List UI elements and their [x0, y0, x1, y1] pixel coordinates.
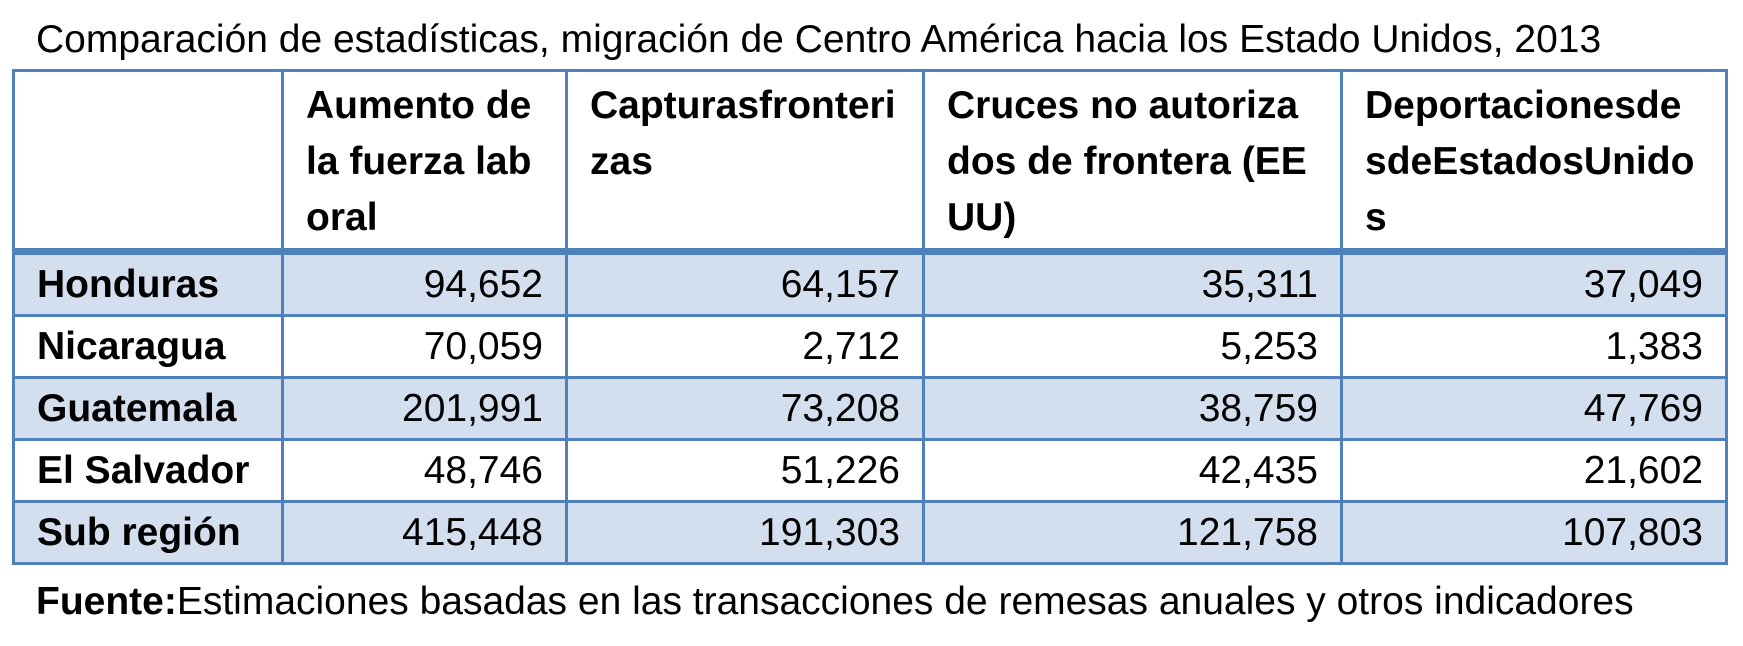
cell-value: 37,049: [1340, 250, 1728, 317]
cell-value: 47,769: [1340, 376, 1728, 441]
table-row-guatemala: Guatemala 201,991 73,208 38,759 47,769: [12, 376, 1728, 441]
source-label: Fuente:: [36, 580, 177, 623]
cell-value: 107,803: [1340, 500, 1728, 565]
cell-value: 201,991: [281, 376, 568, 441]
corner-cell: [12, 69, 284, 255]
cell-value: 94,652: [281, 250, 568, 317]
cell-value: 42,435: [922, 438, 1343, 503]
cell-value: 121,758: [922, 500, 1343, 565]
table-row-nicaragua: Nicaragua 70,059 2,712 5,253 1,383: [12, 314, 1728, 379]
source-text: Estimaciones basadas en las transaccione…: [176, 580, 1634, 623]
column-header-unauthorized-crossings: Cruces no autorizados de frontera (EEUU): [922, 69, 1343, 255]
source-note: Fuente:Estimaciones basadas en las trans…: [36, 578, 1736, 626]
table-title: Comparación de estadísticas, migración d…: [36, 18, 1602, 61]
cell-value: 38,759: [922, 376, 1343, 441]
cell-value: 64,157: [565, 250, 925, 317]
row-label: Nicaragua: [12, 314, 284, 379]
column-header-labor-force: Aumento de la fuerza laboral: [281, 69, 568, 255]
cell-value: 35,311: [922, 250, 1343, 317]
cell-value: 191,303: [565, 500, 925, 565]
cell-value: 51,226: [565, 438, 925, 503]
table-row-el-salvador: El Salvador 48,746 51,226 42,435 21,602: [12, 438, 1728, 503]
cell-value: 48,746: [281, 438, 568, 503]
row-label: El Salvador: [12, 438, 284, 503]
table-row-sub-region: Sub región 415,448 191,303 121,758 107,8…: [12, 500, 1728, 565]
column-header-deportations: DeportacionesdesdeEstadosUnidos: [1340, 69, 1728, 255]
cell-value: 21,602: [1340, 438, 1728, 503]
row-label: Honduras: [12, 250, 284, 317]
statistics-table: Aumento de la fuerza laboral Capturasfro…: [12, 69, 1728, 565]
column-header-border-captures: Capturasfronterizas: [565, 69, 925, 255]
cell-value: 5,253: [922, 314, 1343, 379]
row-label: Sub región: [12, 500, 284, 565]
cell-value: 2,712: [565, 314, 925, 379]
cell-value: 415,448: [281, 500, 568, 565]
cell-value: 1,383: [1340, 314, 1728, 379]
header-row: Aumento de la fuerza laboral Capturasfro…: [12, 69, 1728, 255]
cell-value: 70,059: [281, 314, 568, 379]
row-label: Guatemala: [12, 376, 284, 441]
cell-value: 73,208: [565, 376, 925, 441]
table-row-honduras: Honduras 94,652 64,157 35,311 37,049: [12, 250, 1728, 317]
